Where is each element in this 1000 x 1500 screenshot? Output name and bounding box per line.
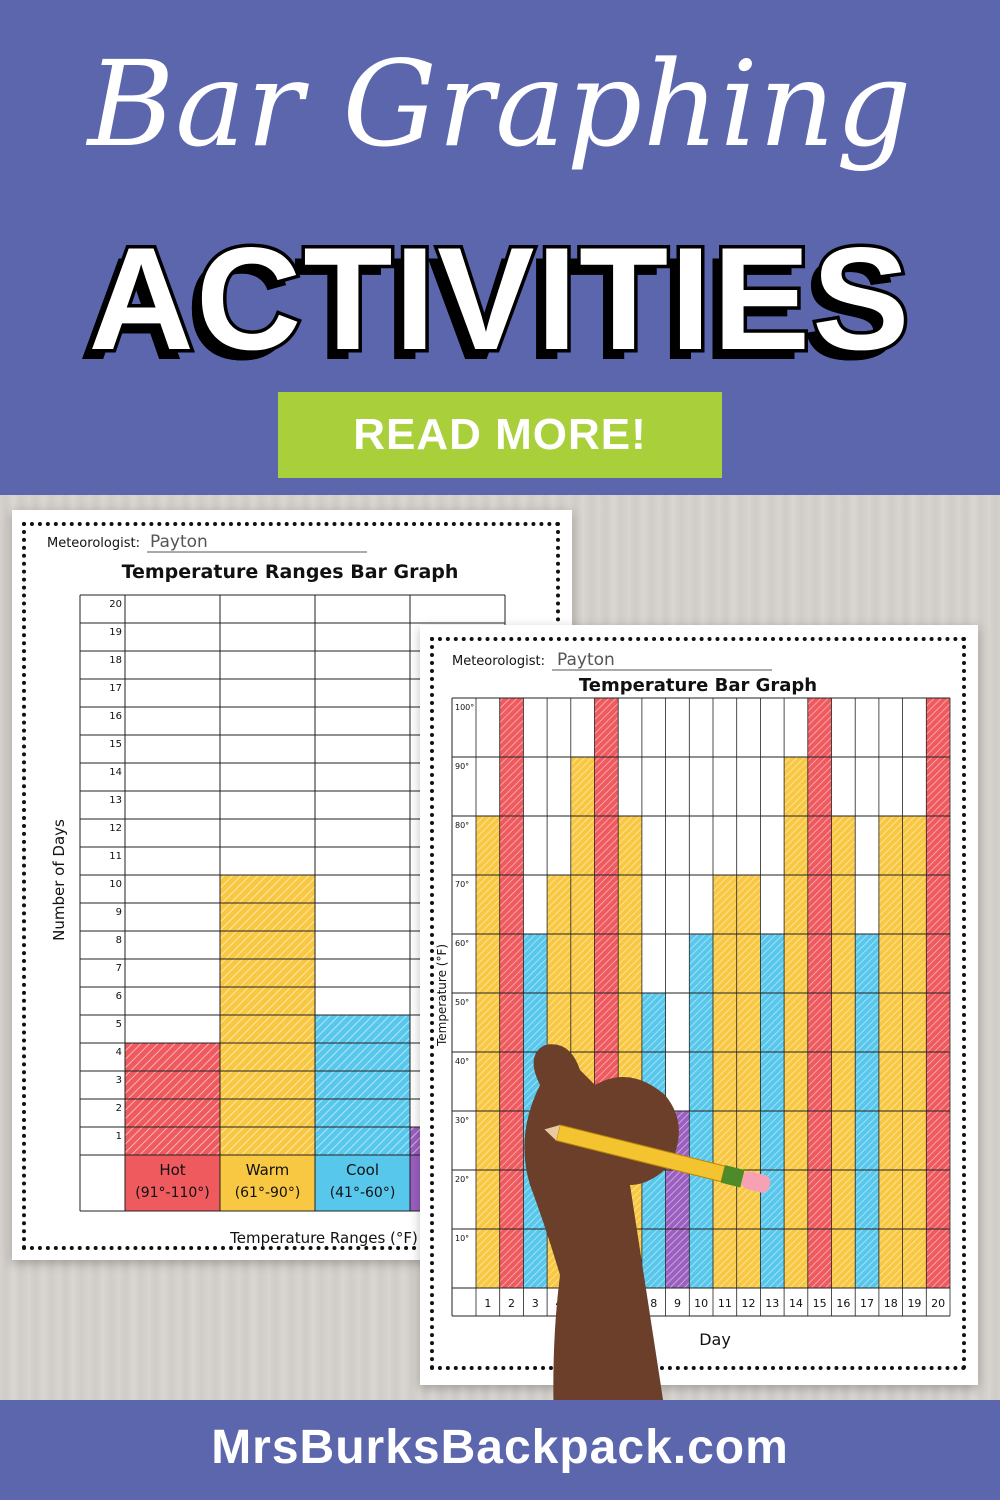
y-tick-label: 18 — [109, 655, 122, 666]
y-axis-label: Temperature (°F) — [435, 944, 449, 1047]
day-label: 18 — [884, 1297, 898, 1310]
site-url-link[interactable]: MrsBurksBackpack.com — [211, 1421, 789, 1474]
bar-hatch — [784, 757, 808, 1288]
title-script: Bar Graphing — [87, 35, 913, 173]
y-tick-label: 10 — [109, 879, 122, 890]
category-name: Hot — [159, 1161, 185, 1179]
footer-banner: MrsBurksBackpack.com — [0, 1400, 1000, 1500]
y-tick-label: 3 — [116, 1075, 122, 1086]
y-tick-label: 7 — [116, 963, 122, 974]
pencil-icon — [544, 1124, 771, 1193]
day-label: 15 — [813, 1297, 827, 1310]
y-tick-label: 50° — [455, 998, 469, 1007]
day-label: 13 — [765, 1297, 779, 1310]
category-cell — [315, 1155, 410, 1211]
y-tick-label: 11 — [109, 851, 122, 862]
x-axis-label: Temperature Ranges (°F) — [229, 1229, 418, 1247]
y-tick-label: 1 — [116, 1131, 122, 1142]
meteorologist-label: Meteorologist: — [452, 654, 545, 669]
worksheet-daily: Meteorologist: Payton Temperature Bar Gr… — [420, 625, 978, 1445]
x-axis-label: Day — [699, 1330, 731, 1349]
hand-icon — [524, 1044, 679, 1445]
category-cell — [220, 1155, 315, 1211]
hand-with-pencil — [524, 1044, 771, 1445]
bar-hatch — [315, 1015, 410, 1155]
header-banner: Bar Graphing ACTIVITIES READ MORE! — [0, 0, 1000, 495]
day-label: 3 — [532, 1297, 539, 1310]
category-range: (41°-60°) — [330, 1185, 396, 1201]
meteorologist-label: Meteorologist: — [47, 536, 140, 551]
y-tick-label: 6 — [116, 991, 122, 1002]
y-tick-label: 16 — [109, 711, 122, 722]
y-tick-label: 100° — [455, 703, 474, 712]
day-label: 17 — [860, 1297, 874, 1310]
worksheet-photo: Meteorologist: Payton Temperature Ranges… — [0, 495, 1000, 1445]
y-tick-label: 15 — [109, 739, 122, 750]
graph-title: Temperature Ranges Bar Graph — [122, 561, 459, 583]
y-tick-label: 2 — [116, 1103, 122, 1114]
y-tick-label: 12 — [109, 823, 122, 834]
y-tick-label: 10° — [455, 1234, 469, 1243]
day-label: 20 — [931, 1297, 945, 1310]
meteorologist-name: Payton — [557, 650, 615, 670]
y-tick-label: 8 — [116, 935, 122, 946]
read-more-button[interactable]: READ MORE! — [278, 392, 722, 478]
day-label: 10 — [694, 1297, 708, 1310]
day-label: 2 — [508, 1297, 515, 1310]
day-label: 8 — [650, 1297, 657, 1310]
category-name: Warm — [246, 1161, 290, 1179]
category-range: (61°-90°) — [235, 1185, 301, 1201]
title-block: ACTIVITIES — [85, 214, 913, 384]
y-axis-label: Number of Days — [50, 819, 68, 941]
category-name: Cool — [346, 1161, 379, 1179]
category-cell — [125, 1155, 220, 1211]
ranges-bar-graph: Meteorologist: Payton Temperature Ranges… — [47, 532, 506, 1247]
y-tick-label: 4 — [116, 1047, 122, 1058]
y-tick-label: 9 — [116, 907, 122, 918]
y-tick-label: 14 — [109, 767, 122, 778]
day-label: 12 — [742, 1297, 756, 1310]
dotted-border — [430, 637, 966, 1370]
y-tick-label: 20 — [109, 599, 122, 610]
y-tick-label: 5 — [116, 1019, 122, 1030]
y-tick-label: 13 — [109, 795, 122, 806]
y-tick-label: 60° — [455, 939, 469, 948]
y-tick-label: 70° — [455, 880, 469, 889]
day-label: 9 — [674, 1297, 681, 1310]
y-tick-label: 90° — [455, 762, 469, 771]
graph-title: Temperature Bar Graph — [579, 675, 817, 696]
day-label: 16 — [836, 1297, 850, 1310]
y-tick-label: 17 — [109, 683, 122, 694]
y-tick-label: 20° — [455, 1175, 469, 1184]
day-label: 19 — [907, 1297, 921, 1310]
day-label: 1 — [484, 1297, 491, 1310]
y-tick-label: 30° — [455, 1116, 469, 1125]
y-tick-label: 19 — [109, 627, 122, 638]
meteorologist-name: Payton — [150, 532, 208, 552]
category-range: (91°-110°) — [135, 1185, 210, 1201]
day-label: 11 — [718, 1297, 732, 1310]
y-tick-label: 80° — [455, 821, 469, 830]
y-tick-label: 40° — [455, 1057, 469, 1066]
day-label: 14 — [789, 1297, 803, 1310]
